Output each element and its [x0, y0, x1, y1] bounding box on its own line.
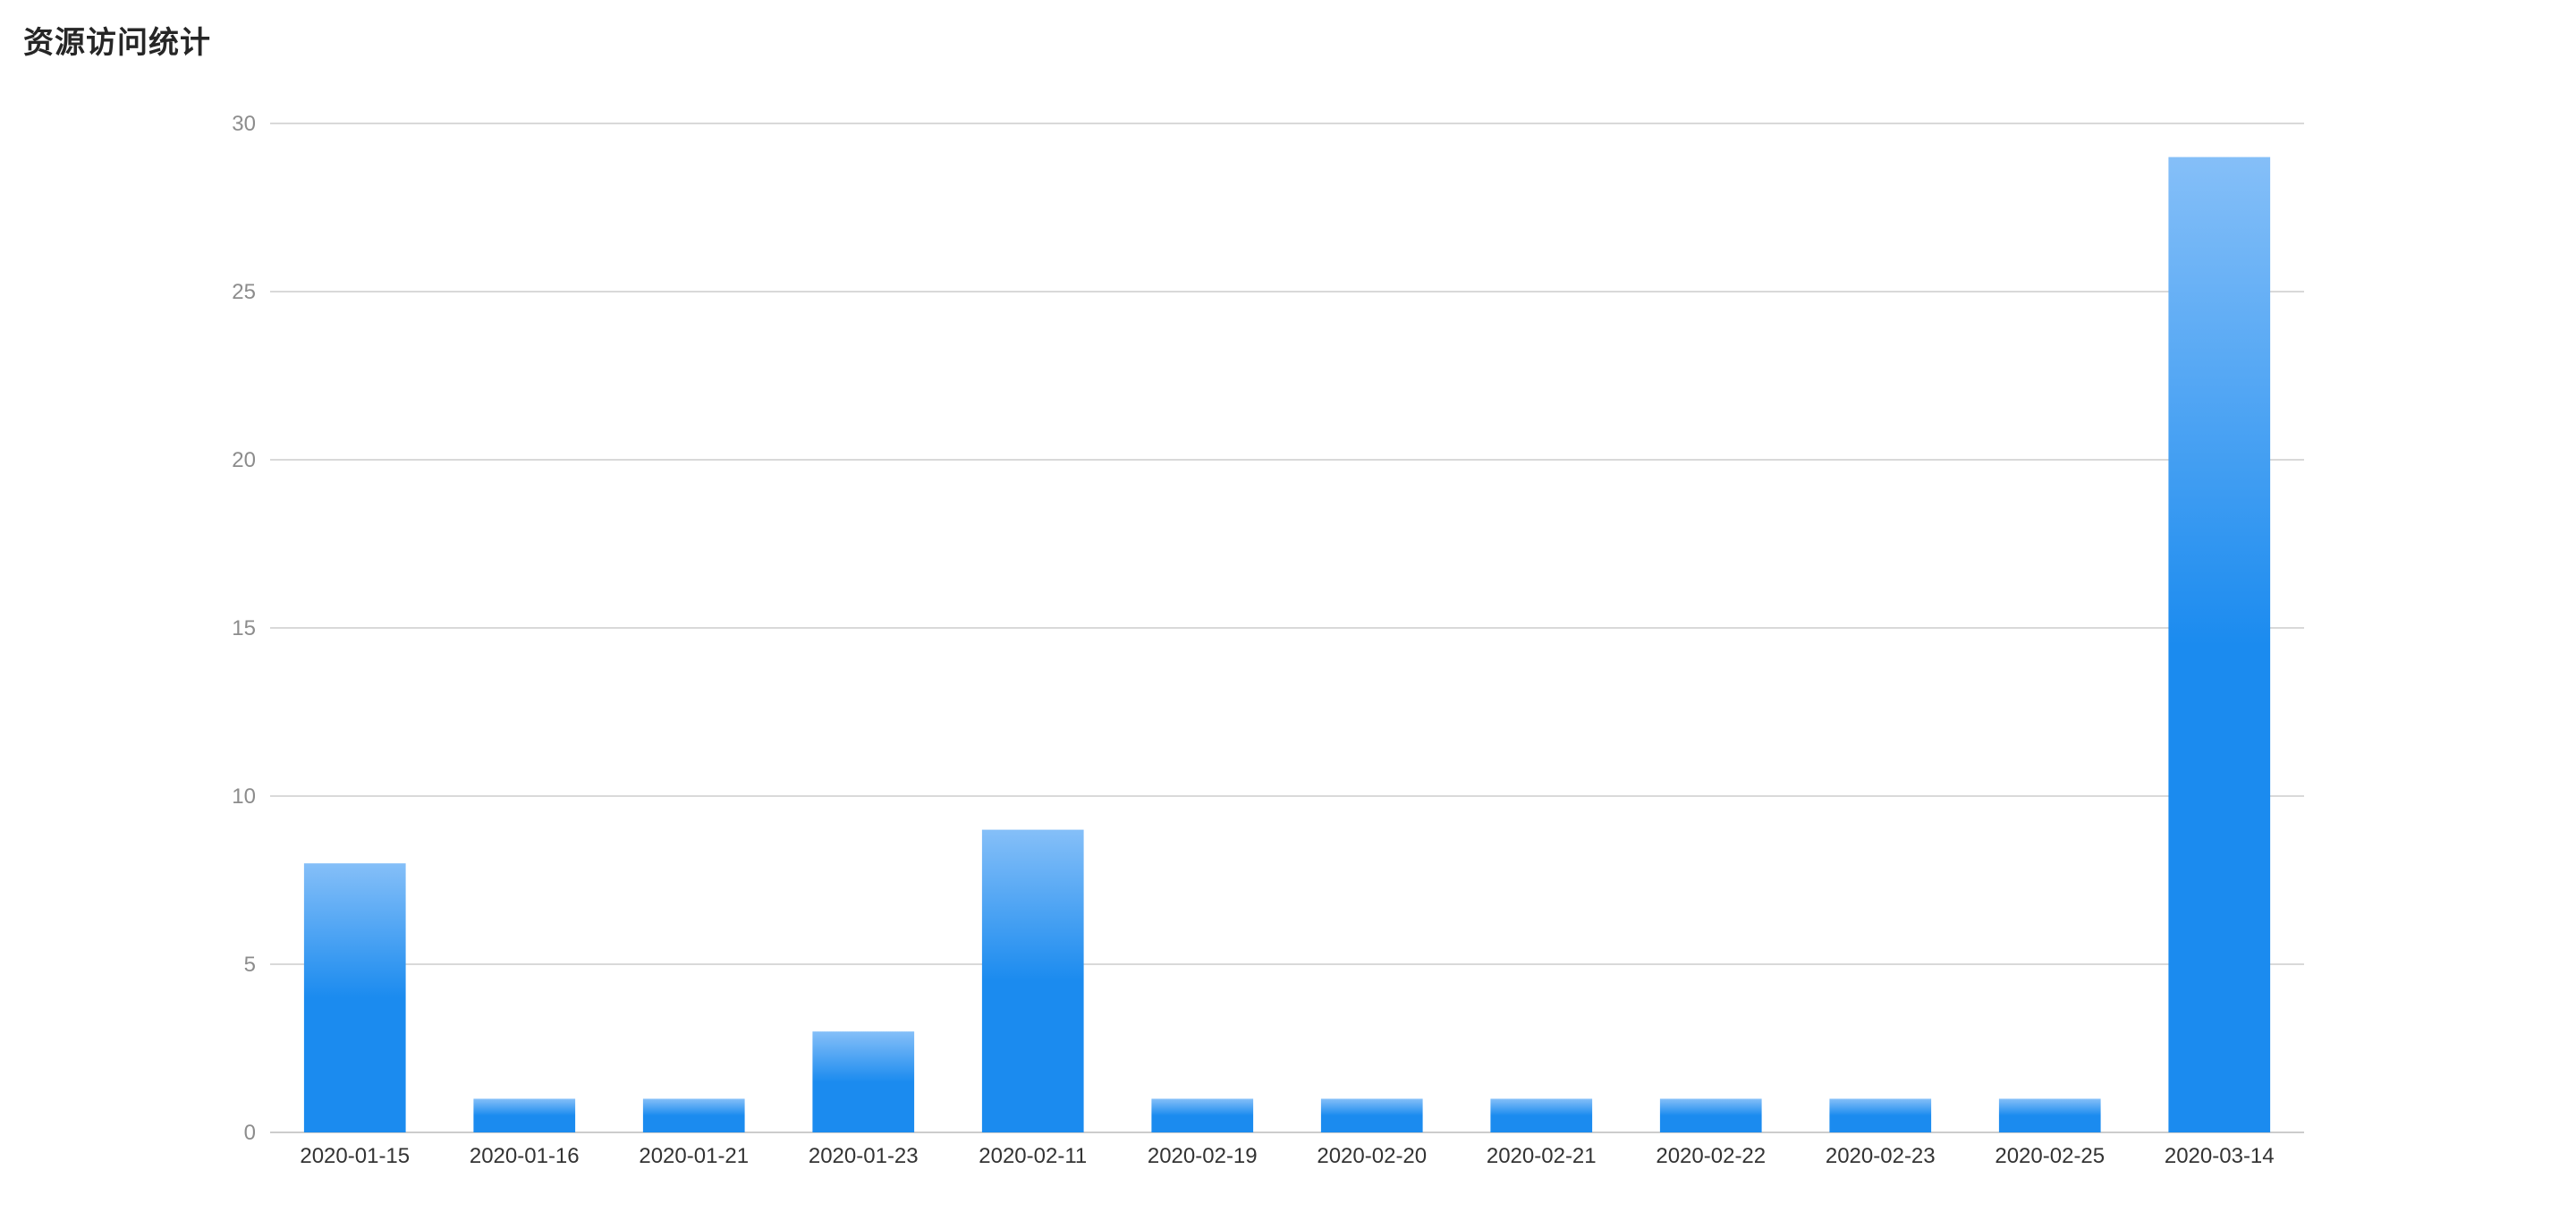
- bar-2020-02-20[interactable]: [1320, 1098, 1423, 1132]
- x-tick-label: 2020-02-19: [1148, 1144, 1258, 1168]
- y-axis-labels: 0 5 10 15 20 25 30: [232, 112, 256, 1145]
- x-axis-labels: 2020-01-15 2020-01-16 2020-01-21 2020-01-23…: [300, 1144, 2274, 1168]
- y-tick-label: 30: [232, 112, 256, 136]
- x-tick-label: 2020-01-23: [809, 1144, 919, 1168]
- x-tick-label: 2020-01-16: [470, 1144, 580, 1168]
- x-tick-label: 2020-02-20: [1317, 1144, 1427, 1168]
- bar-2020-02-21[interactable]: [1490, 1098, 1593, 1132]
- bar-2020-02-19[interactable]: [1151, 1098, 1254, 1132]
- bar-2020-02-11[interactable]: [981, 829, 1084, 1132]
- x-tick-label: 2020-01-15: [300, 1144, 410, 1168]
- bar-2020-02-25[interactable]: [1998, 1098, 2101, 1132]
- y-tick-label: 10: [232, 784, 256, 809]
- y-tick-label: 25: [232, 280, 256, 304]
- x-tick-label: 2020-02-25: [1995, 1144, 2105, 1168]
- gridlines: [270, 123, 2304, 1133]
- bar-2020-03-14[interactable]: [2168, 157, 2271, 1133]
- x-tick-label: 2020-02-22: [1656, 1144, 1766, 1168]
- bar-2020-01-21[interactable]: [642, 1098, 745, 1132]
- y-tick-label: 20: [232, 448, 256, 472]
- bar-2020-02-23[interactable]: [1829, 1098, 1932, 1132]
- chart-title: 资源访问统计: [23, 25, 211, 61]
- x-tick-label: 2020-03-14: [2165, 1144, 2275, 1168]
- bar-2020-02-22[interactable]: [1659, 1098, 1762, 1132]
- y-tick-label: 15: [232, 616, 256, 640]
- y-tick-label: 5: [244, 953, 256, 977]
- x-tick-label: 2020-02-23: [1826, 1144, 1936, 1168]
- x-tick-label: 2020-01-21: [639, 1144, 749, 1168]
- x-tick-label: 2020-02-21: [1487, 1144, 1597, 1168]
- bar-2020-01-15[interactable]: [303, 863, 406, 1132]
- bars: [303, 157, 2271, 1133]
- bar-2020-01-23[interactable]: [812, 1031, 915, 1132]
- x-tick-label: 2020-02-11: [979, 1144, 1087, 1168]
- y-tick-label: 0: [244, 1121, 256, 1145]
- bar-2020-01-16[interactable]: [473, 1098, 576, 1132]
